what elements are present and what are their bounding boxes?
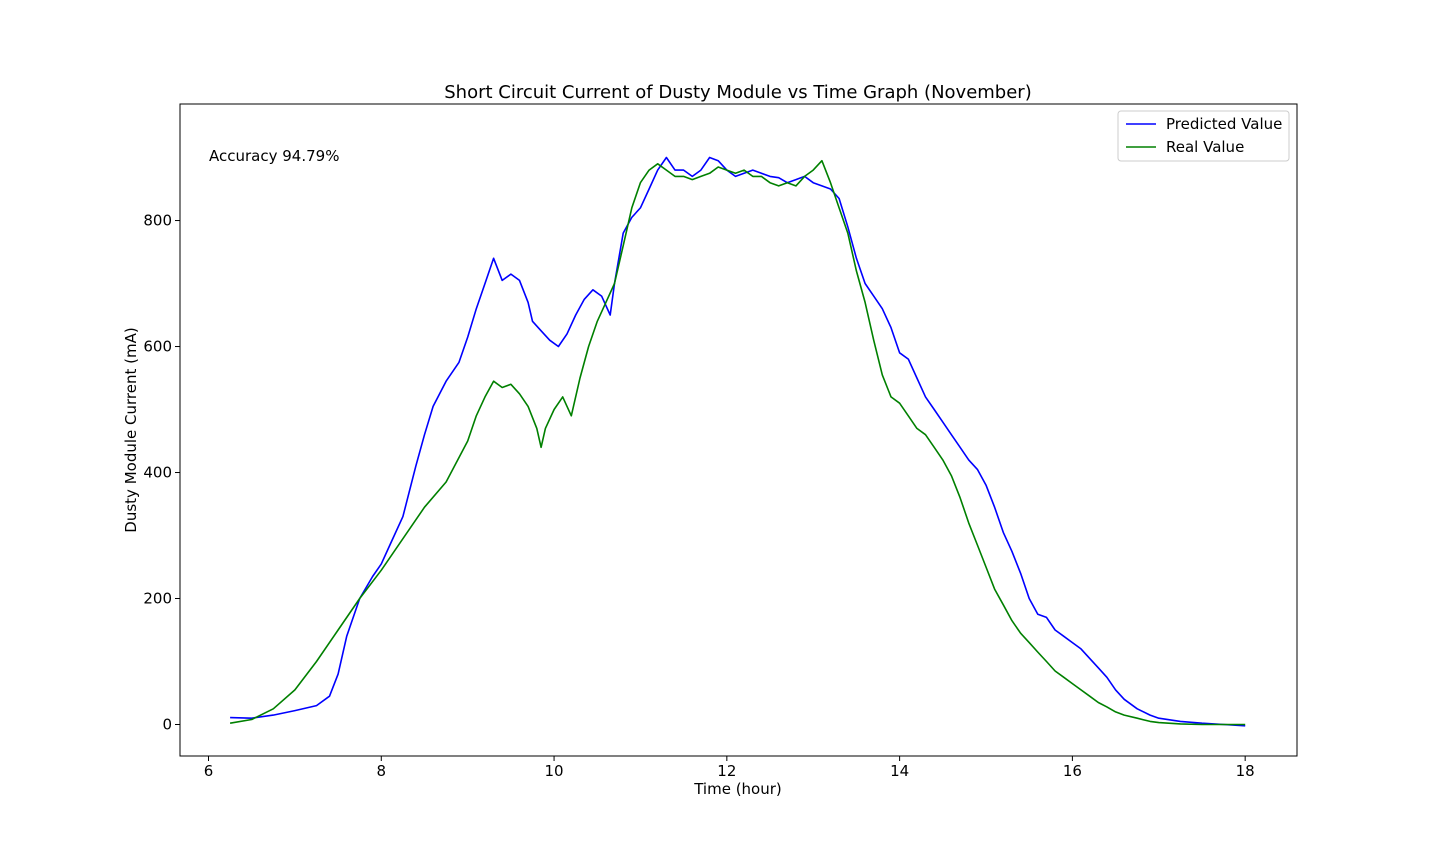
accuracy-annotation: Accuracy 94.79% [209,147,339,165]
y-axis-title: Dusty Module Current (mA) [122,327,140,532]
y-tick-label: 600 [143,338,172,356]
legend-box [1117,110,1290,162]
x-tick-label: 8 [377,762,387,780]
chart-title: Short Circuit Current of Dusty Module vs… [444,82,1031,103]
y-tick-label: 400 [143,464,172,482]
x-tick-label: 6 [204,762,214,780]
plot-frame [179,103,1298,757]
y-tick-label: 200 [143,590,172,608]
x-tick-label: 16 [1063,762,1082,780]
x-tick-label: 12 [717,762,736,780]
x-tick-label: 18 [1236,762,1255,780]
legend-label: Real Value [1166,138,1244,156]
x-tick-label: 14 [890,762,909,780]
legend: Predicted Value Real Value [1117,110,1290,162]
series-line-0 [230,156,1246,727]
series-line-1 [229,159,1246,726]
y-tick-label: 0 [162,716,172,734]
plot-area [229,156,1246,727]
y-axis: 0 200 400 600 800 [143,212,180,734]
x-tick-label: 10 [545,762,564,780]
x-axis: 6 8 10 12 14 16 18 [204,756,1255,780]
y-tick-label: 800 [143,212,172,230]
x-axis-title: Time (hour) [693,780,782,798]
legend-label: Predicted Value [1166,115,1282,133]
